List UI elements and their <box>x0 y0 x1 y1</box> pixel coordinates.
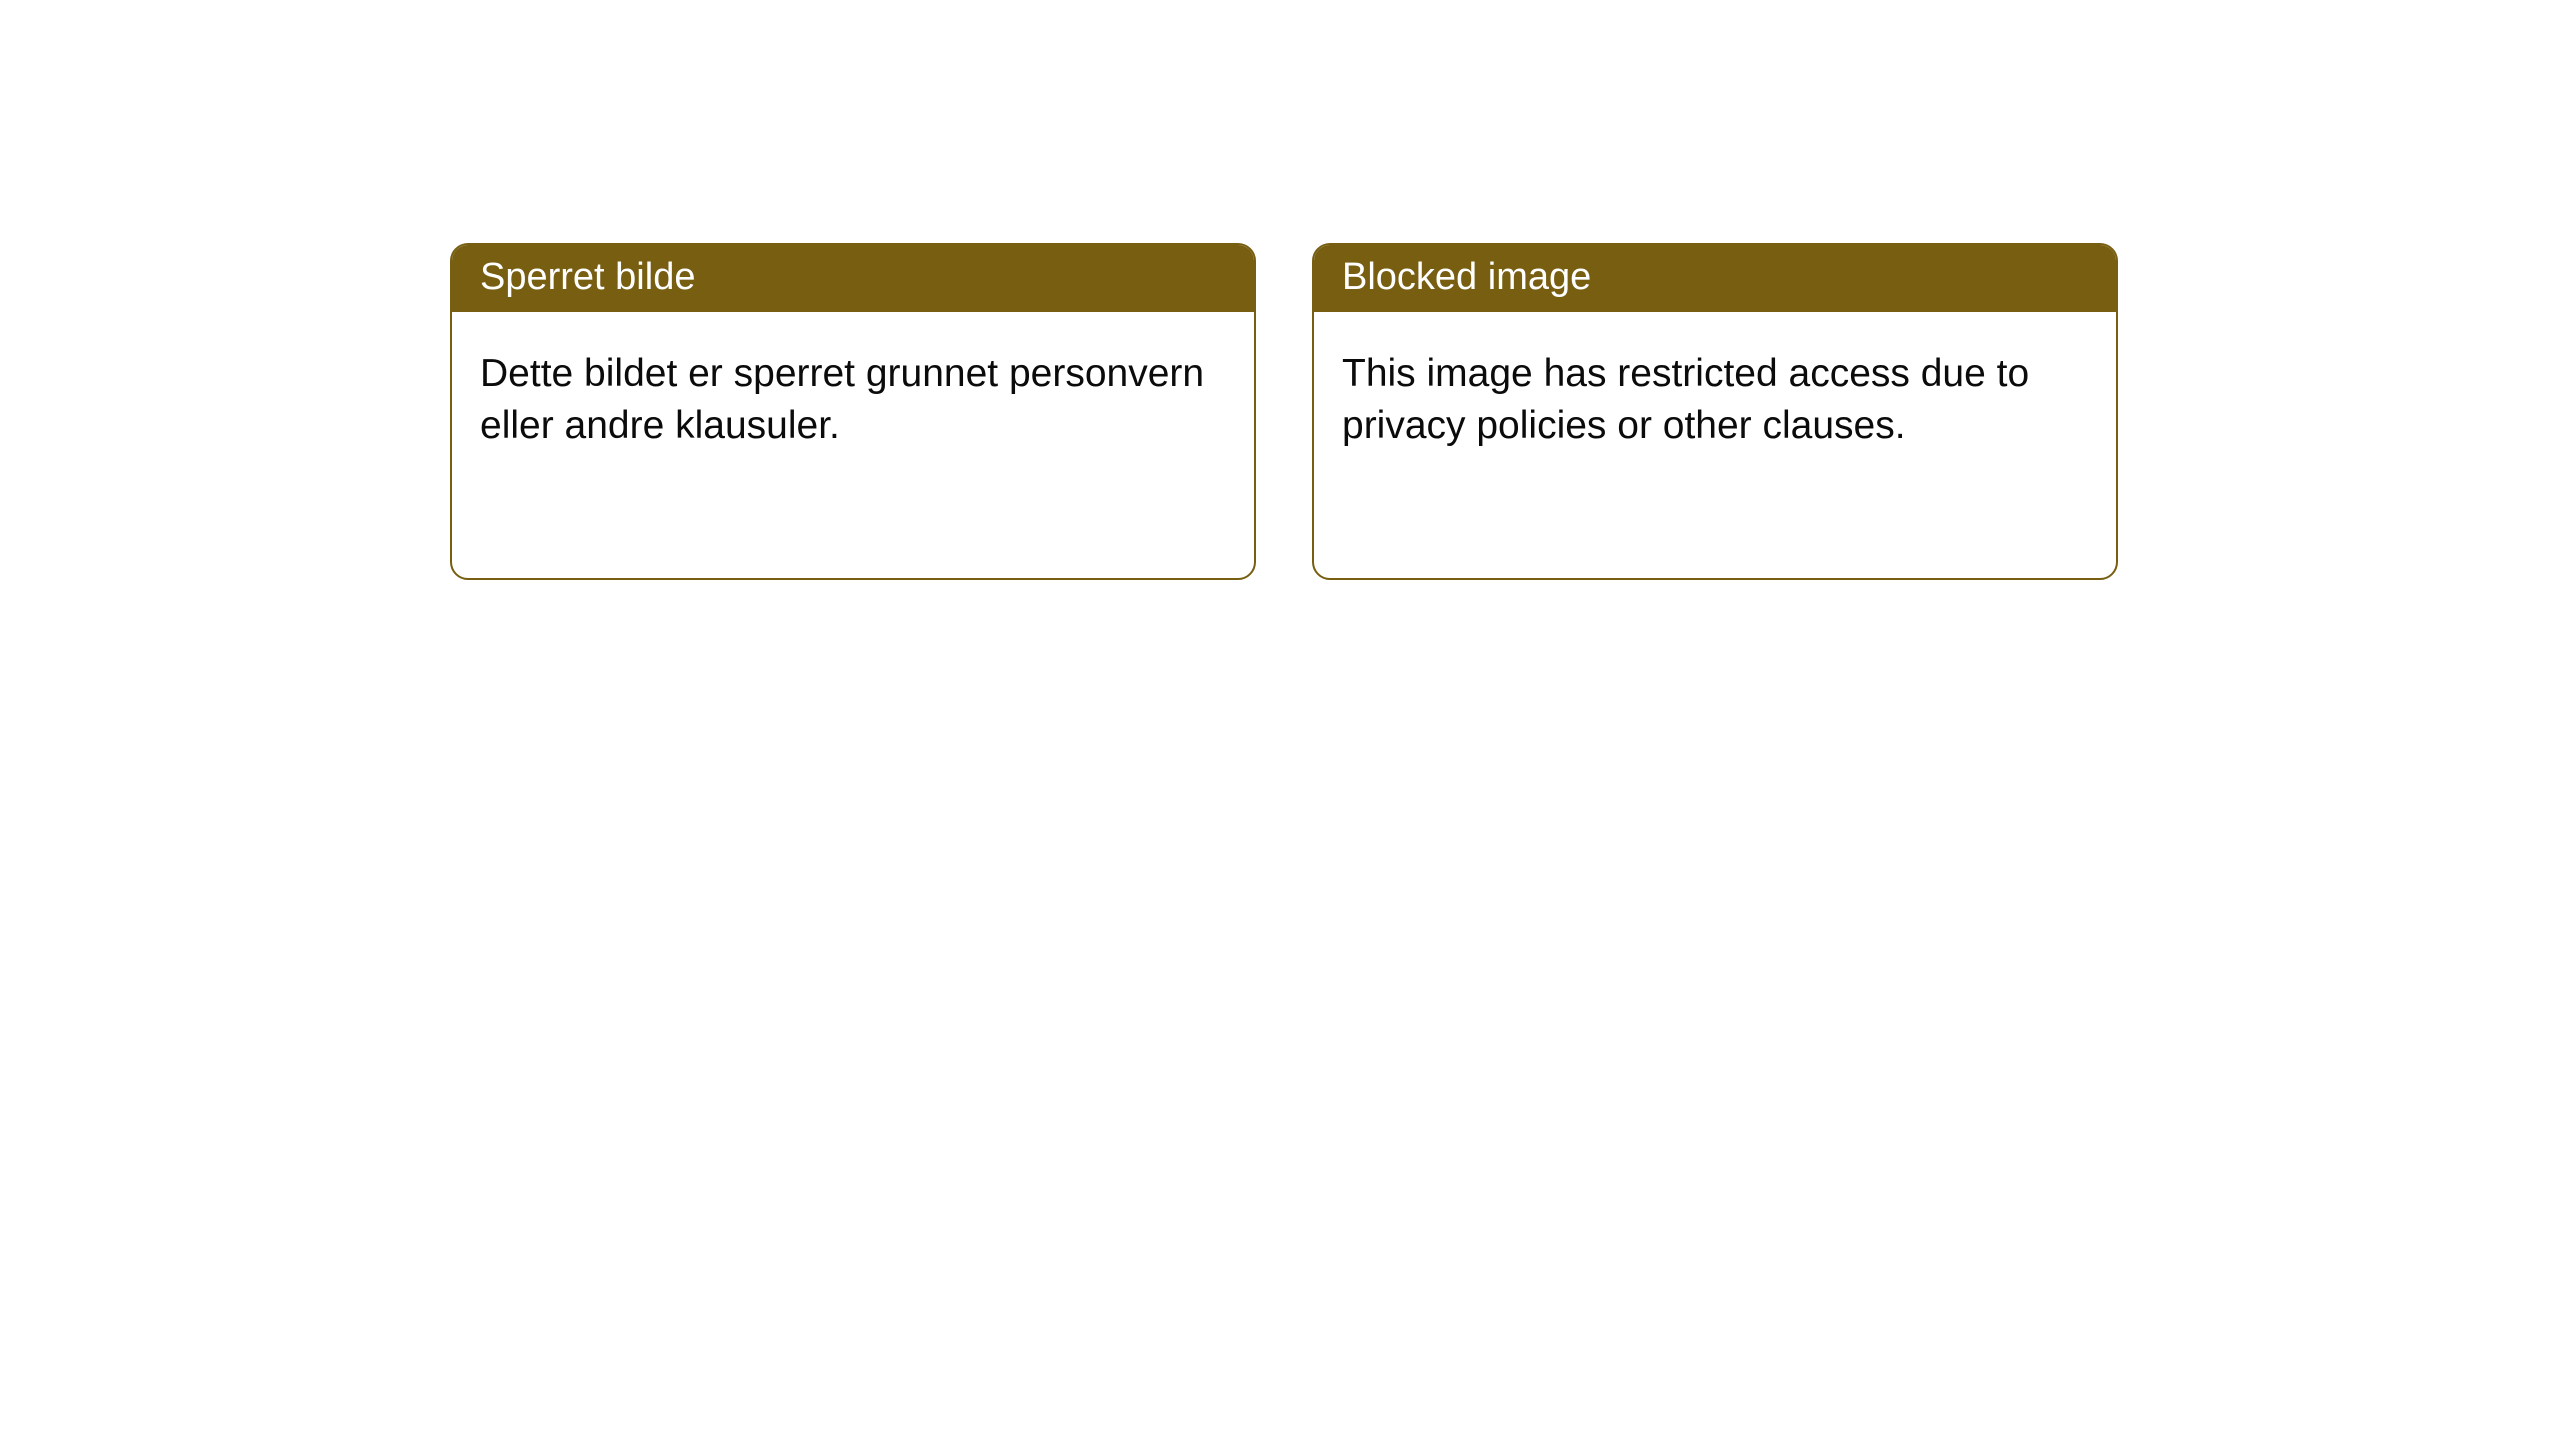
card-title-no: Sperret bilde <box>452 245 1254 312</box>
card-title-en: Blocked image <box>1314 245 2116 312</box>
card-body-no: Dette bildet er sperret grunnet personve… <box>452 312 1254 488</box>
notice-container: Sperret bilde Dette bildet er sperret gr… <box>0 0 2560 580</box>
blocked-image-card-en: Blocked image This image has restricted … <box>1312 243 2118 580</box>
card-body-en: This image has restricted access due to … <box>1314 312 2116 488</box>
blocked-image-card-no: Sperret bilde Dette bildet er sperret gr… <box>450 243 1256 580</box>
